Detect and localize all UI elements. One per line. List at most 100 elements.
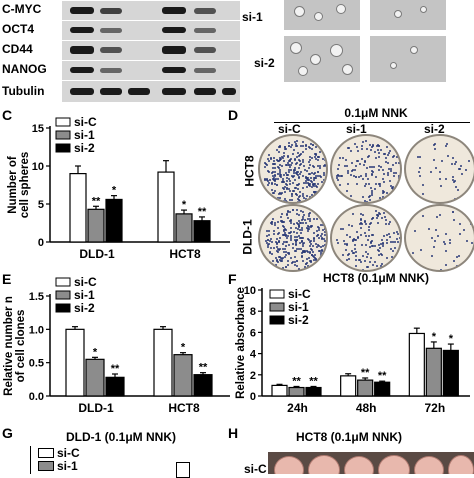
colony-dot [341, 174, 344, 177]
colony-dot [267, 234, 270, 237]
colony-dot [298, 154, 301, 157]
colony-dot [277, 233, 280, 236]
panel-g-legend: si-C si-1 [38, 446, 80, 473]
colony-dot [354, 243, 357, 246]
colony-dot [317, 158, 320, 161]
colony-dot [382, 177, 385, 180]
colony-dot [267, 157, 270, 160]
colony-dot [267, 183, 270, 186]
colony-dot [433, 142, 436, 145]
colony-dot [319, 254, 322, 257]
colony-dot [395, 238, 398, 241]
colony-dot [285, 265, 288, 268]
colony-dot [294, 178, 297, 181]
x-tick-label: 72h [424, 401, 445, 415]
bar [340, 375, 357, 397]
colony-dot [396, 155, 399, 158]
colony-dot [376, 217, 379, 220]
colony-dot [267, 182, 270, 185]
colony-dot [282, 181, 285, 184]
tumor-photo [378, 455, 410, 474]
colony-dot [301, 144, 304, 147]
colony-dot [297, 183, 300, 186]
colony-dot [289, 145, 292, 148]
colony-dot [418, 174, 421, 177]
colony-dot [382, 245, 385, 248]
colony-dot [295, 184, 298, 187]
bar [105, 198, 123, 243]
colony-dot [310, 260, 313, 263]
colony-dot [355, 239, 358, 242]
colony-dot [297, 198, 300, 201]
colony-dot [295, 186, 298, 189]
western-blot-panel: C-MYC OCT4 CD44 NANOG Tubulin [0, 0, 240, 104]
colony-dot [285, 200, 288, 202]
colony-dot [385, 234, 388, 237]
x-tick-label: DLD-1 [78, 401, 114, 415]
colony-dot [318, 244, 321, 247]
bar [408, 332, 425, 397]
colony-dot [456, 255, 459, 258]
blot-label-tubulin: Tubulin [2, 84, 45, 98]
colony-dot [299, 201, 302, 202]
colony-dot [336, 168, 339, 171]
colony-dot [338, 175, 341, 178]
colony-dot [298, 196, 301, 199]
colony-dot [433, 239, 436, 242]
colony-dot [380, 200, 383, 202]
colony-dot [369, 245, 372, 248]
legend-label: si-C [288, 287, 311, 301]
colony-dot [296, 151, 299, 154]
colony-dot [379, 166, 382, 169]
colony-dot [305, 194, 308, 197]
colony-dot [307, 146, 310, 149]
colony-dot [269, 251, 272, 254]
colony-dot [309, 158, 312, 161]
colony-dot [290, 144, 293, 147]
colony-dot [287, 244, 290, 247]
colony-dot [308, 164, 311, 167]
colony-dot [272, 192, 275, 195]
colony-dot [264, 162, 267, 165]
colony-dot [307, 239, 310, 242]
colony-dot [271, 189, 274, 192]
colony-dot [382, 241, 385, 244]
significance-mark: ** [309, 375, 318, 387]
colony-dot [279, 193, 282, 196]
colony-dot [320, 252, 323, 255]
legend-swatch [55, 277, 71, 287]
colony-dot [340, 228, 343, 231]
colony-dot [453, 259, 456, 262]
colony-dot [303, 197, 306, 200]
colony-dot [294, 238, 297, 241]
colony-dot [289, 158, 292, 161]
colony-dot [289, 159, 292, 162]
colony-dot [309, 251, 312, 254]
colony-dot [397, 232, 400, 235]
colony-dot [308, 155, 311, 158]
colony-dot [369, 166, 372, 169]
bar [288, 386, 305, 397]
colony-dot [411, 251, 414, 254]
colony-dot [394, 246, 397, 249]
colony-dot [353, 169, 356, 172]
colony-dot [326, 238, 328, 240]
colony-dot [298, 177, 301, 180]
colony-dot [268, 240, 271, 243]
colony-dot [360, 244, 363, 247]
colony-dot [302, 236, 305, 239]
colony-dot [303, 164, 306, 167]
colony-dot [442, 241, 445, 244]
significance-mark: ** [198, 206, 207, 218]
colony-dot [366, 166, 369, 169]
colony-dot [297, 188, 300, 191]
colony-dot [320, 236, 323, 239]
colony-dot [317, 175, 320, 178]
colony-dot [281, 181, 284, 184]
colony-dot [270, 221, 273, 224]
colony-dot [377, 165, 380, 168]
colony-dot [321, 185, 324, 188]
colony-dot [371, 166, 374, 169]
sphere-photo-si1-a [284, 0, 360, 30]
colony-dot [322, 188, 325, 191]
